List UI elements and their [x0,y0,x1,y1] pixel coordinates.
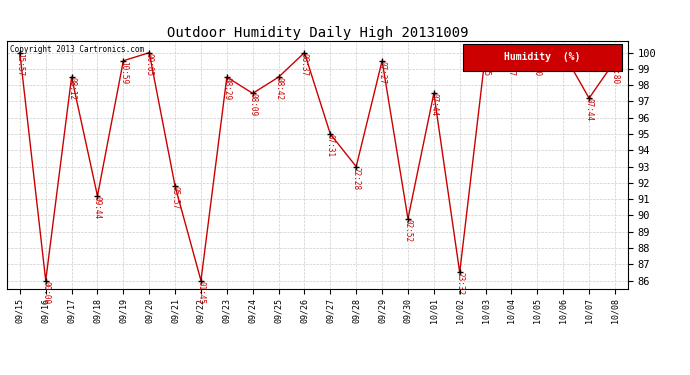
Text: 05:57: 05:57 [170,186,179,209]
Text: 07:31: 07:31 [326,134,335,157]
Text: 07:44: 07:44 [584,98,593,122]
Text: 22:28: 22:28 [352,166,361,190]
FancyBboxPatch shape [464,44,622,71]
Text: 09:44: 09:44 [93,196,102,219]
Text: 07:27: 07:27 [377,61,386,84]
Text: 00:05: 00:05 [145,53,154,76]
Text: 00:00: 00:00 [533,53,542,76]
Text: 08:37: 08:37 [300,53,309,76]
Text: 08:29: 08:29 [222,77,231,100]
Text: 08:09: 08:09 [248,93,257,117]
Text: 07:44: 07:44 [429,93,438,117]
Text: Copyright 2013 Cartronics.com: Copyright 2013 Cartronics.com [10,45,144,54]
Text: Humidity  (%): Humidity (%) [504,53,581,62]
Text: 02:52: 02:52 [404,219,413,242]
Text: 10:59: 10:59 [119,61,128,84]
Text: 02:17: 02:17 [507,53,516,76]
Title: Outdoor Humidity Daily High 20131009: Outdoor Humidity Daily High 20131009 [167,26,468,40]
Text: 00:00: 00:00 [41,280,50,304]
Text: 15:57: 15:57 [15,53,24,76]
Text: 08:80: 08:80 [611,61,620,84]
Text: 07:55: 07:55 [481,53,490,76]
Text: 08:42: 08:42 [274,77,283,100]
Text: 01:45: 01:45 [197,280,206,304]
Text: 08:12: 08:12 [67,77,76,100]
Text: 23:32: 23:32 [455,273,464,296]
